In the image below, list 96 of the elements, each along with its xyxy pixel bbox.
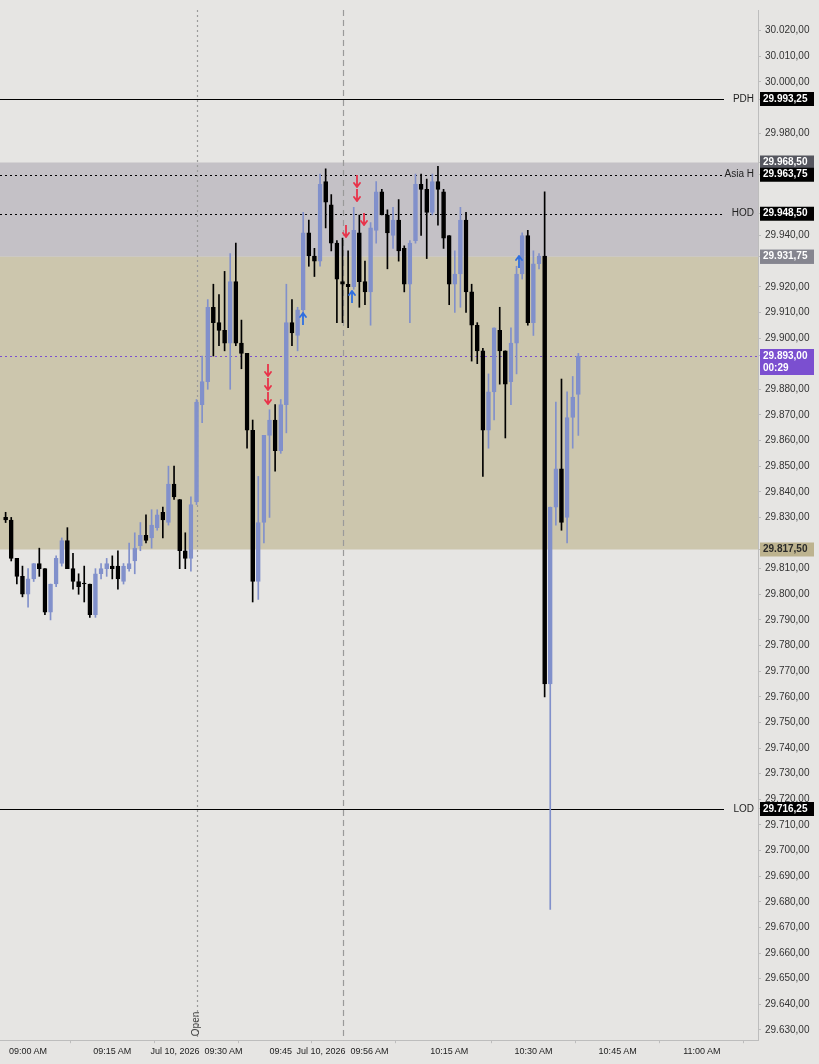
y-tick-label: 29.650,00: [765, 972, 810, 984]
candlestick: [166, 465, 171, 526]
candlestick: [149, 509, 154, 549]
y-tick-label: 29.910,00: [765, 306, 810, 318]
ref-line-label: HOD: [731, 207, 754, 219]
y-tick-label: 29.800,00: [765, 588, 810, 600]
y-tick-label: 29.968,50: [763, 156, 808, 168]
candlestick: [211, 283, 216, 357]
candlestick: [48, 583, 53, 621]
candlestick: [81, 565, 87, 603]
y-tick-label: 29.880,00: [765, 383, 810, 395]
y-tick-label: 29.810,00: [765, 562, 810, 574]
y-tick-label: 30.000,00: [765, 75, 810, 87]
candlestick: [20, 565, 25, 598]
candlestick: [104, 558, 110, 577]
candlestick: [239, 319, 244, 370]
y-tick-label: 29.870,00: [765, 408, 810, 420]
candlestick: [340, 237, 345, 323]
y-tick-label: 29.931,75: [763, 250, 808, 262]
y-tick-label: 29.893,00: [763, 349, 808, 361]
y-tick-label: 29.716,25: [763, 802, 808, 814]
ref-line-label: PDH: [732, 92, 754, 104]
y-tick-label: 29.690,00: [765, 869, 810, 881]
candlestick: [430, 173, 435, 216]
y-tick-label: 30.020,00: [765, 24, 810, 36]
x-tick-label: 09:45: [269, 1046, 293, 1057]
candlestick: [576, 353, 581, 436]
y-tick-label: 30.010,00: [765, 49, 810, 61]
ref-line-label: LOD: [733, 802, 754, 814]
candlestick: [368, 222, 373, 326]
y-tick-label: 29.660,00: [765, 946, 810, 958]
candlestick: [138, 522, 143, 552]
y-tick-label: 29.920,00: [765, 280, 810, 292]
y-tick-label: 29.710,00: [765, 818, 810, 830]
x-tick-label: 10:15 AM: [430, 1046, 469, 1057]
candlestick: [250, 419, 255, 603]
candlestick: [93, 568, 98, 618]
y-tick-label: 29.817,50: [763, 543, 808, 555]
candlestick: [503, 350, 508, 439]
y-tick-label: 29.720,00: [765, 793, 810, 805]
y-tick-label: 29.750,00: [765, 716, 810, 728]
y-tick-label: 29.780,00: [765, 639, 810, 651]
y-tick-label: 29.680,00: [765, 895, 810, 907]
candlestick: [267, 409, 272, 518]
candlestick: [76, 573, 81, 595]
y-tick-label: 29.740,00: [765, 741, 810, 753]
candlestick: [486, 373, 491, 449]
candlestick: [312, 248, 317, 277]
y-tick-label: 29.900,00: [765, 331, 810, 343]
candlestick: [413, 173, 418, 244]
y-tick-label: 29.850,00: [765, 459, 810, 471]
y-tick-label: 29.670,00: [765, 921, 810, 933]
ref-line-label: Asia H: [724, 168, 754, 180]
candlestick: [222, 271, 227, 352]
candlestick: [177, 499, 182, 569]
y-tick-label: 29.730,00: [765, 767, 810, 779]
x-tick-label: 10:30 AM: [514, 1046, 553, 1057]
y-tick-label: 29.948,50: [763, 207, 808, 219]
candlestick: [194, 399, 199, 505]
x-tick-label: 09:15 AM: [93, 1046, 132, 1057]
y-tick-label: 29.860,00: [765, 434, 810, 446]
candlestick: [182, 532, 188, 569]
y-tick-label: 29.770,00: [765, 664, 810, 676]
x-tick-label: 10:45 AM: [598, 1046, 637, 1057]
y-tick-label: 29.963,75: [763, 168, 808, 180]
y-tick-label: 29.790,00: [765, 613, 810, 625]
ref-line-label: Open: [190, 1011, 202, 1037]
candlestick: [109, 555, 115, 580]
y-tick-label: 29.840,00: [765, 485, 810, 497]
candlestick: [295, 306, 300, 352]
candlestick: [458, 207, 463, 308]
candlestick: [357, 214, 362, 308]
candlestick: [284, 283, 289, 434]
y-tick-label: 29.760,00: [765, 690, 810, 702]
candlestick: [36, 547, 42, 577]
y-tick-label: 29.700,00: [765, 844, 810, 856]
text: 00:29: [763, 361, 790, 373]
y-tick-label: 29.630,00: [765, 1023, 810, 1035]
candlestick: [469, 283, 474, 362]
x-tick-label: 11:00 AM: [683, 1046, 721, 1057]
candlestick: [121, 563, 126, 585]
x-tick-label: Jul 10, 2026 09:56 AM: [296, 1046, 389, 1057]
candlestick: [65, 527, 70, 569]
y-tick-label: 29.940,00: [765, 229, 810, 241]
x-tick-label: 09:00 AM: [9, 1046, 48, 1057]
candlestick: [514, 265, 519, 375]
y-tick-label: 29.993,25: [763, 92, 808, 104]
candlestick: [531, 250, 536, 336]
candlestick: [559, 378, 564, 531]
candlestick: [31, 563, 37, 582]
candlestick: [452, 250, 458, 313]
y-tick-label: 29.640,00: [765, 998, 810, 1010]
y-tick-label: 29.830,00: [765, 511, 810, 523]
x-tick-label: Jul 10, 2026 09:30 AM: [150, 1046, 243, 1057]
candlestick: [3, 511, 8, 523]
y-tick-label: 29.980,00: [765, 126, 810, 138]
